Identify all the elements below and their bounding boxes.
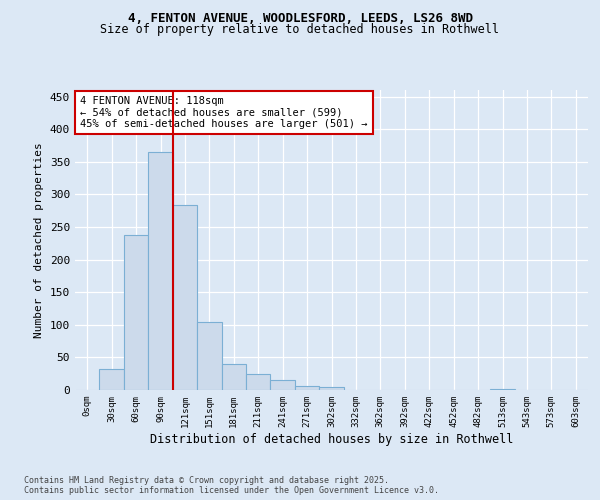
Bar bbox=[295, 386, 319, 390]
Text: 4, FENTON AVENUE, WOODLESFORD, LEEDS, LS26 8WD: 4, FENTON AVENUE, WOODLESFORD, LEEDS, LS… bbox=[128, 12, 473, 26]
Y-axis label: Number of detached properties: Number of detached properties bbox=[34, 142, 44, 338]
Bar bbox=[197, 322, 221, 390]
Text: Contains HM Land Registry data © Crown copyright and database right 2025.
Contai: Contains HM Land Registry data © Crown c… bbox=[24, 476, 439, 495]
Text: 4 FENTON AVENUE: 118sqm
← 54% of detached houses are smaller (599)
45% of semi-d: 4 FENTON AVENUE: 118sqm ← 54% of detache… bbox=[80, 96, 368, 129]
Bar bbox=[246, 374, 271, 390]
Bar bbox=[100, 369, 124, 390]
Bar bbox=[173, 206, 197, 390]
Text: Size of property relative to detached houses in Rothwell: Size of property relative to detached ho… bbox=[101, 24, 499, 36]
Bar bbox=[124, 236, 148, 390]
Bar bbox=[221, 364, 246, 390]
Bar bbox=[148, 152, 173, 390]
X-axis label: Distribution of detached houses by size in Rothwell: Distribution of detached houses by size … bbox=[150, 432, 513, 446]
Bar bbox=[319, 388, 344, 390]
Bar bbox=[271, 380, 295, 390]
